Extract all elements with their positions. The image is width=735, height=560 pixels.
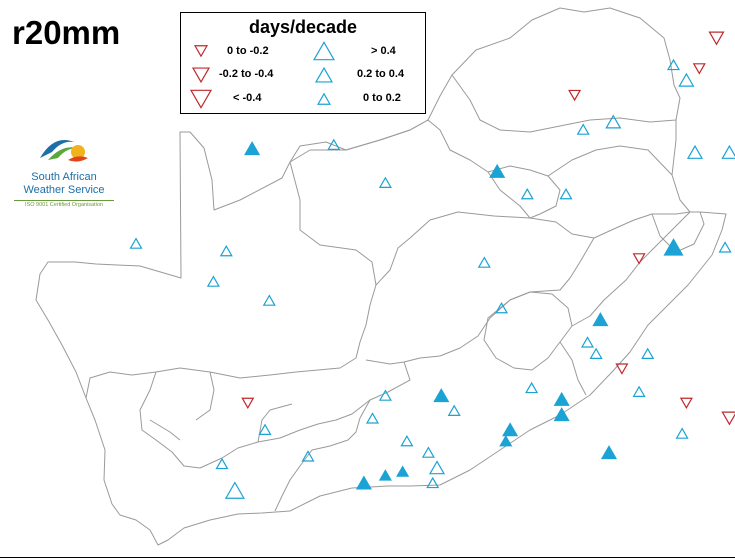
station-marker-36 [589,347,603,359]
station-marker-63 [224,481,245,499]
legend-label-5: 0 to 0.2 [363,92,401,104]
station-marker-54 [421,446,435,458]
border-north-west [289,119,531,219]
station-marker-16 [708,31,725,46]
station-marker-3 [262,294,276,306]
station-marker-38 [641,347,655,359]
station-markers [129,31,735,499]
border-gauteng [487,165,561,219]
station-marker-59 [426,476,440,489]
legend-symbol-5 [316,92,332,105]
station-marker-9 [559,188,573,200]
station-marker-56 [396,465,410,477]
station-marker-58 [355,475,372,490]
legend-label-0: 0 to -0.2 [227,45,269,57]
legend-label-3: > 0.4 [371,45,396,57]
station-marker-34 [592,312,609,327]
legend-symbol-3 [312,41,336,61]
station-marker-0 [129,237,143,249]
station-marker-40 [679,397,693,409]
station-marker-57 [378,469,392,481]
station-marker-10 [576,123,590,135]
station-marker-62 [215,457,229,470]
station-marker-25 [718,241,732,253]
border-kzn [559,211,691,396]
border-eastern-cape [274,361,411,512]
station-marker-8 [520,188,534,200]
station-marker-47 [499,435,513,447]
legend-symbol-0 [193,45,209,58]
bottom-rule [0,557,735,558]
station-marker-53 [400,435,414,447]
station-marker-64 [301,450,315,462]
station-marker-26 [632,253,646,265]
logo-text-line1: South African [31,171,97,183]
station-marker-4 [244,141,261,156]
station-marker-32 [477,256,491,268]
logo-iso-text: ISO 9001 Certified Organisation [14,200,114,208]
legend-label-2: < -0.4 [233,92,262,104]
border-western-cape [139,371,371,469]
station-marker-55 [428,460,446,475]
border-northern-cape [85,161,377,399]
station-marker-21 [721,144,735,159]
station-marker-50 [447,404,461,416]
border-eswatini [651,211,705,253]
station-marker-12 [568,89,582,102]
border-free-state [365,211,595,365]
station-marker-33 [494,302,509,314]
border-limpopo-mpumalanga [451,74,677,177]
legend-symbols [189,41,336,109]
station-marker-13 [666,58,681,71]
legend: days/decade 0 to -0.2 -0.2 to -0.4 < -0.… [180,12,426,114]
border-inland-detail [149,371,293,443]
station-marker-51 [378,389,392,401]
station-marker-35 [580,336,595,348]
station-marker-60 [241,397,255,409]
station-marker-41 [721,411,735,426]
legend-symbol-1 [191,67,211,84]
station-marker-52 [365,412,380,424]
station-marker-5 [327,138,341,150]
station-marker-20 [686,144,704,159]
legend-symbol-2 [189,89,213,109]
station-marker-15 [692,63,706,75]
saws-logo: South African Weather Service ISO 9001 C… [14,128,114,210]
station-marker-61 [258,423,272,435]
legend-title: days/decade [248,17,358,37]
station-marker-7 [489,163,506,178]
station-marker-24 [663,238,684,256]
legend-label-4: 0.2 to 0.4 [357,68,405,80]
station-marker-43 [553,391,570,406]
legend-label-1: -0.2 to -0.4 [219,68,274,80]
station-marker-2 [219,245,233,257]
station-marker-44 [553,407,570,422]
station-marker-49 [433,388,450,403]
saws-logo-icon [40,140,88,162]
station-marker-14 [678,72,695,87]
legend-symbol-4 [314,66,334,83]
station-marker-1 [206,275,220,287]
station-marker-39 [632,385,646,397]
border-lesotho [483,291,573,371]
province-borders [35,7,727,546]
logo-text-line2: Weather Service [23,184,105,196]
station-marker-46 [502,422,519,437]
station-marker-6 [378,176,392,188]
station-marker-11 [605,114,622,129]
station-marker-45 [525,381,539,394]
station-marker-48 [600,445,618,460]
map-title: r20mm [12,14,121,51]
station-marker-37 [615,363,629,375]
station-marker-42 [675,427,689,439]
